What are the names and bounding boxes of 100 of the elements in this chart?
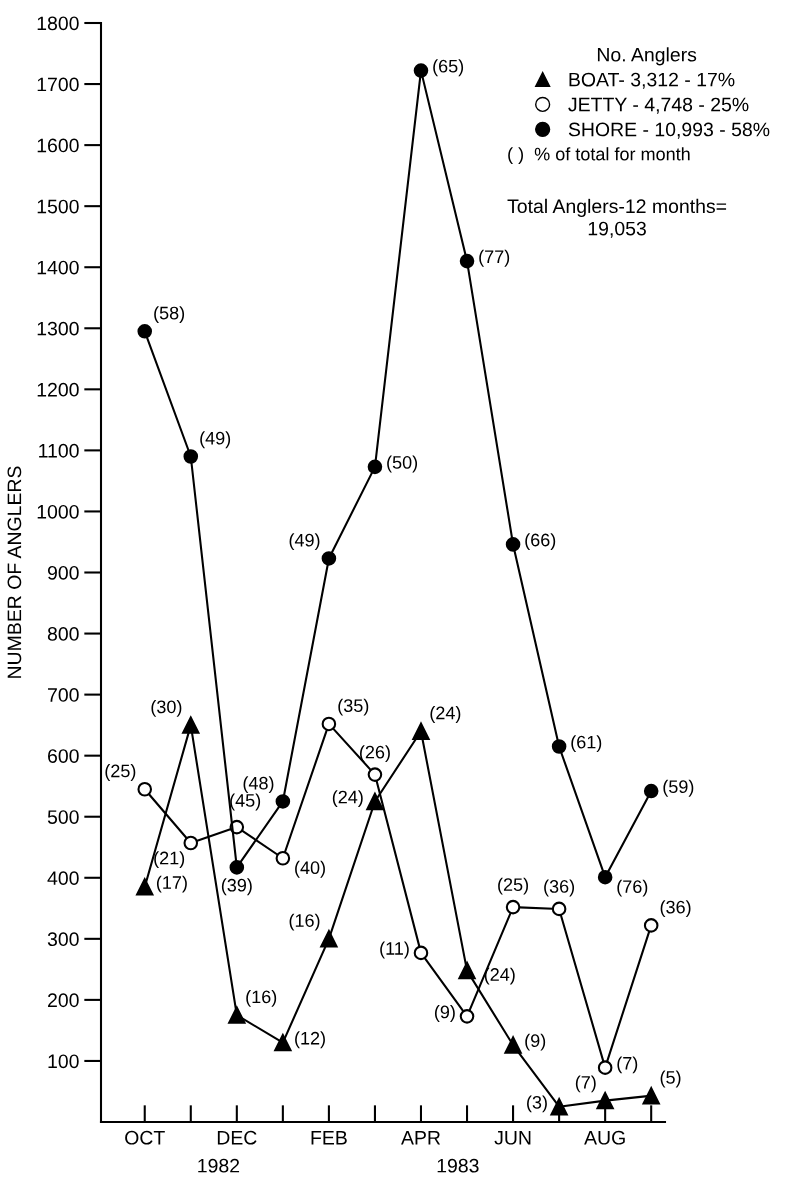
x-tick-label: DEC [217, 1130, 257, 1145]
annotation: (17) [156, 875, 187, 893]
annotation: (7) [575, 1075, 596, 1093]
point [413, 945, 429, 961]
annotation: (21) [154, 851, 185, 868]
annotation: (50) [387, 455, 418, 473]
y-tick-label: 800 [47, 627, 79, 641]
annotation: (25) [105, 764, 136, 781]
annotation: (76) [617, 879, 648, 897]
y-tick-label: 1600 [37, 138, 79, 153]
annotation: (65) [433, 59, 464, 77]
y-axis-title: NUMBER OF ANGLERS [7, 466, 22, 678]
point [320, 930, 338, 948]
point [183, 449, 199, 464]
x-tick-label: JUN [494, 1131, 531, 1145]
y-tick-label: 1000 [37, 504, 79, 519]
y-tick-label: 100 [48, 1054, 79, 1069]
point [183, 835, 199, 851]
point [505, 537, 521, 552]
annotation: (59) [663, 779, 694, 797]
point [321, 551, 337, 566]
point [643, 783, 659, 799]
annotation: (12) [295, 1031, 325, 1049]
annotation: (58) [154, 306, 185, 323]
y-tick-label: 200 [48, 993, 79, 1008]
annotation: (49) [289, 533, 320, 551]
x-tick-label: AUG [584, 1130, 625, 1145]
point [182, 716, 200, 734]
y-tick-label: 1700 [37, 77, 79, 92]
point [137, 324, 153, 339]
point [643, 918, 659, 933]
point [136, 878, 154, 896]
point [505, 899, 521, 915]
point [275, 850, 291, 866]
y-tick-label: 500 [47, 810, 79, 824]
y-tick-label: 1800 [37, 16, 79, 31]
point [459, 1009, 475, 1024]
point [137, 781, 153, 797]
annotation: (45) [230, 793, 261, 811]
annotation: (36) [544, 879, 575, 897]
annotation: (3) [527, 1095, 547, 1113]
annotation: (25) [498, 877, 528, 895]
annotation: (24) [430, 706, 461, 723]
point [642, 1087, 660, 1105]
legend-label: JETTY - 4,748 - 25% [568, 97, 749, 114]
annotation: (40) [295, 860, 325, 878]
y-tick-label: 900 [47, 565, 79, 580]
annotation: (77) [479, 249, 510, 267]
y-tick-label: 1300 [37, 321, 79, 336]
annotation: (66) [525, 533, 556, 550]
point [459, 253, 475, 269]
annotation: (16) [289, 913, 320, 931]
point [321, 716, 337, 732]
y-tick-label: 600 [48, 749, 79, 763]
point [596, 1091, 614, 1110]
annotation: (36) [660, 900, 691, 918]
point [504, 1036, 522, 1054]
point [458, 961, 476, 980]
annotation: (26) [360, 745, 390, 763]
annotation: ( ) % of total for month [508, 147, 690, 165]
text: 1983 [437, 1158, 479, 1173]
text: 1982 [198, 1158, 240, 1173]
y-tick-label: 1400 [37, 260, 79, 275]
annotation: (9) [434, 1005, 455, 1022]
y-tick-label: 1500 [37, 199, 79, 214]
point [275, 794, 291, 809]
annotation: (24) [484, 967, 515, 985]
x-tick-label: APR [401, 1131, 441, 1145]
annotation: (61) [571, 735, 602, 753]
y-tick-label: 1200 [37, 382, 79, 397]
point [229, 860, 245, 875]
point [551, 739, 567, 754]
point [366, 792, 384, 811]
point [550, 1098, 568, 1116]
point [228, 1006, 246, 1024]
y-tick-label: 1100 [39, 443, 79, 458]
annotation: (9) [525, 1033, 546, 1051]
annotation: (49) [200, 431, 231, 449]
point [597, 869, 613, 885]
legend-title: No. Anglers [597, 47, 697, 66]
point [367, 459, 383, 475]
y-tick-label: 700 [48, 688, 79, 702]
annotation: (7) [617, 1056, 638, 1074]
y-tick-label: 300 [47, 932, 79, 947]
annotation: (11) [380, 941, 409, 959]
annotation: (39) [221, 878, 252, 896]
legend-label: BOAT- 3,312 - 17% [569, 72, 735, 89]
legend-label: SHORE - 10,993 - 58% [568, 122, 770, 139]
annotation: Total Anglers-12 months= 19,053 [507, 198, 727, 238]
annotation: (48) [243, 776, 274, 794]
point [597, 1060, 613, 1075]
annotation: (24) [332, 790, 363, 808]
annotation: (30) [151, 699, 182, 717]
annotation: (16) [246, 989, 277, 1007]
point [274, 1033, 292, 1052]
annotation: (35) [338, 698, 369, 716]
point [412, 722, 430, 740]
annotation: (5) [660, 1070, 681, 1088]
y-tick-label: 400 [47, 871, 79, 886]
x-tick-label: OCT [125, 1130, 165, 1145]
